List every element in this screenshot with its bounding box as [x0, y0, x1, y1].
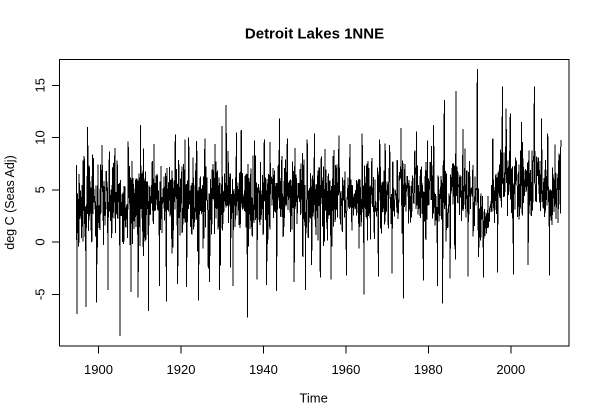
svg-text:5: 5: [32, 186, 47, 193]
svg-text:1900: 1900: [84, 362, 113, 377]
svg-text:-5: -5: [32, 289, 47, 301]
svg-text:0: 0: [32, 238, 47, 245]
svg-text:10: 10: [32, 130, 47, 144]
svg-text:1980: 1980: [414, 362, 443, 377]
svg-text:1920: 1920: [167, 362, 196, 377]
svg-text:Detroit Lakes 1NNE: Detroit Lakes 1NNE: [245, 26, 384, 43]
svg-text:deg C (Seas Adj): deg C (Seas Adj): [3, 155, 17, 250]
svg-text:1940: 1940: [249, 362, 278, 377]
svg-text:1960: 1960: [331, 362, 360, 377]
svg-text:2000: 2000: [496, 362, 525, 377]
svg-text:15: 15: [32, 78, 47, 92]
svg-text:Time: Time: [299, 391, 327, 406]
